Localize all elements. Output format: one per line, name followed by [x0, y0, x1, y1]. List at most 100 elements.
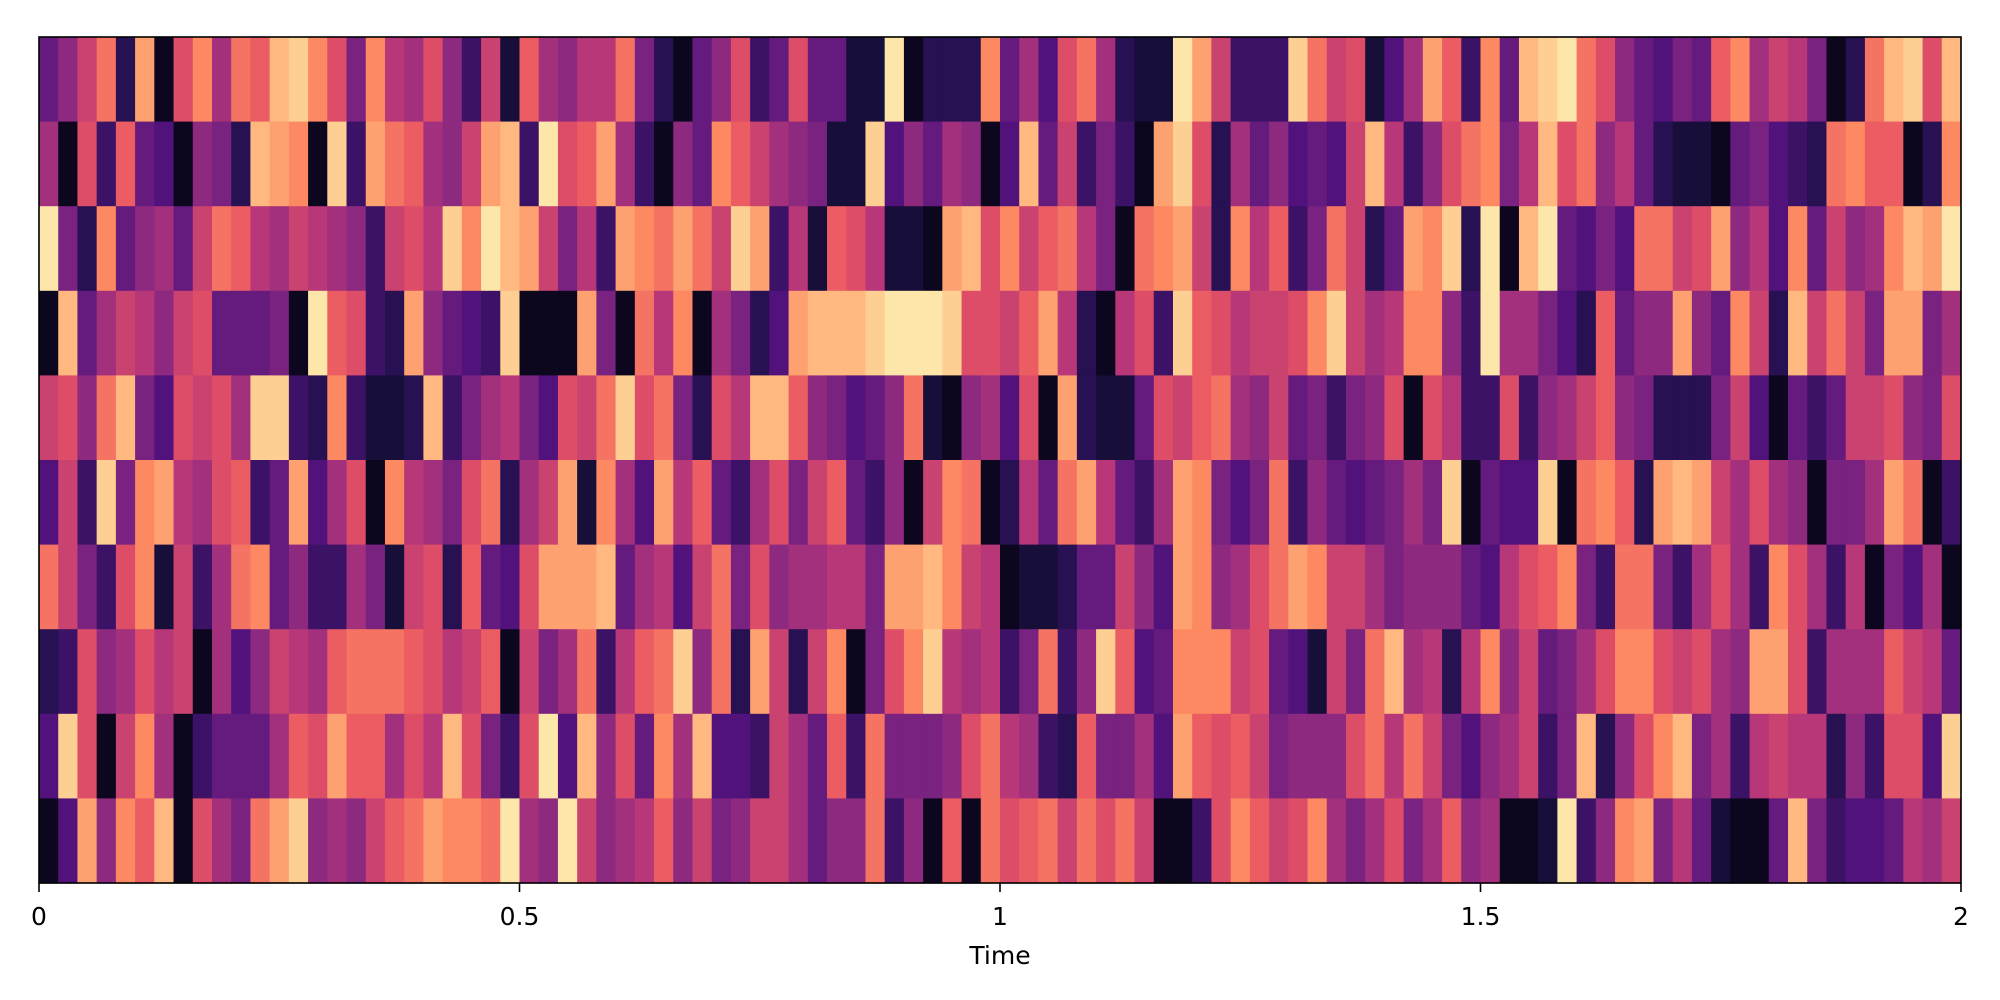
heatmap-cell: [577, 460, 597, 546]
heatmap-cell: [365, 544, 386, 630]
heatmap-cell: [1538, 290, 1558, 376]
heatmap-cell: [615, 713, 636, 799]
heatmap-cell: [442, 629, 463, 715]
heatmap-cell: [250, 544, 271, 630]
heatmap-cell: [1691, 206, 1712, 292]
heatmap-cell: [634, 544, 655, 630]
heatmap-cell: [1788, 37, 1808, 123]
heatmap-cell: [77, 290, 98, 376]
heatmap-cell: [1499, 713, 1520, 799]
heatmap-cell: [288, 629, 309, 715]
heatmap-cell: [1461, 460, 1482, 546]
heatmap-cell: [423, 290, 444, 376]
heatmap-cell: [1192, 629, 1213, 715]
heatmap-cell: [711, 798, 732, 884]
heatmap-cell: [846, 37, 867, 123]
heatmap-cell: [538, 375, 559, 461]
heatmap-cell: [711, 460, 732, 546]
heatmap-cell: [1269, 37, 1289, 123]
heatmap-cell: [1691, 37, 1712, 123]
heatmap-cell: [500, 37, 521, 123]
heatmap-cell: [1172, 37, 1193, 123]
heatmap-cell: [750, 713, 770, 799]
heatmap-cell: [1000, 798, 1020, 884]
heatmap-cell: [327, 798, 348, 884]
heatmap-cell: [1576, 375, 1597, 461]
heatmap-cell: [346, 798, 367, 884]
heatmap-cell: [1172, 460, 1193, 546]
heatmap-cell: [1422, 375, 1443, 461]
heatmap-cell: [1768, 206, 1789, 292]
heatmap-cell: [1845, 629, 1866, 715]
heatmap-cell: [1903, 121, 1924, 207]
heatmap-cells: [39, 37, 1962, 884]
heatmap-cell: [577, 121, 597, 207]
heatmap-cell: [1730, 290, 1751, 376]
heatmap-cell: [1249, 206, 1270, 292]
heatmap-cell: [1768, 798, 1789, 884]
heatmap-cell: [365, 460, 386, 546]
heatmap-cell: [1538, 629, 1558, 715]
heatmap-cell: [596, 37, 617, 123]
heatmap-cell: [1518, 460, 1539, 546]
heatmap-cell: [39, 37, 59, 123]
heatmap-cell: [500, 290, 521, 376]
heatmap-cell: [1192, 798, 1213, 884]
heatmap-cell: [807, 798, 828, 884]
heatmap-cell: [1192, 713, 1213, 799]
heatmap-cell: [1576, 544, 1597, 630]
heatmap-cell: [1691, 290, 1712, 376]
heatmap-cell: [1422, 460, 1443, 546]
heatmap-cell: [1730, 460, 1751, 546]
heatmap-cell: [461, 290, 482, 376]
heatmap-cell: [1365, 544, 1385, 630]
heatmap-cell: [1384, 290, 1405, 376]
heatmap-cell: [481, 121, 501, 207]
heatmap-cell: [1249, 713, 1270, 799]
heatmap-cell: [673, 629, 694, 715]
heatmap-cell: [1557, 37, 1578, 123]
heatmap-cell: [461, 121, 482, 207]
heatmap-cell: [1134, 713, 1155, 799]
heatmap-cell: [1057, 629, 1078, 715]
heatmap-cell: [96, 713, 117, 799]
heatmap-cell: [1230, 37, 1251, 123]
heatmap-cell: [1269, 206, 1289, 292]
heatmap-cell: [1807, 713, 1828, 799]
heatmap-cell: [865, 37, 886, 123]
heatmap-cell: [1134, 460, 1155, 546]
heatmap-cell: [1038, 290, 1059, 376]
heatmap-cell: [673, 798, 694, 884]
heatmap-cell: [1922, 544, 1943, 630]
heatmap-cell: [903, 544, 924, 630]
heatmap-cell: [346, 713, 367, 799]
heatmap-cell: [1269, 460, 1289, 546]
heatmap-cell: [154, 460, 175, 546]
heatmap-cell: [596, 798, 617, 884]
heatmap-cell: [1096, 629, 1116, 715]
heatmap-cell: [1345, 206, 1366, 292]
heatmap-cell: [827, 290, 847, 376]
heatmap-cell: [788, 121, 809, 207]
heatmap-cell: [1442, 121, 1462, 207]
heatmap-cell: [980, 460, 1001, 546]
heatmap-cell: [827, 460, 847, 546]
heatmap-cell: [942, 713, 963, 799]
heatmap-cell: [1903, 206, 1924, 292]
heatmap-cell: [77, 544, 98, 630]
heatmap-cell: [1768, 290, 1789, 376]
heatmap-cell: [1192, 544, 1213, 630]
heatmap-cell: [442, 544, 463, 630]
heatmap-cell: [519, 798, 540, 884]
heatmap-cell: [1384, 713, 1405, 799]
heatmap-cell: [750, 798, 770, 884]
heatmap-cell: [1057, 37, 1078, 123]
heatmap-cell: [1230, 290, 1251, 376]
heatmap-cell: [500, 206, 521, 292]
heatmap-cell: [58, 37, 79, 123]
heatmap-cell: [903, 121, 924, 207]
heatmap-cell: [1307, 375, 1328, 461]
heatmap-cell: [577, 290, 597, 376]
heatmap-cell: [115, 121, 136, 207]
heatmap-cell: [500, 544, 521, 630]
